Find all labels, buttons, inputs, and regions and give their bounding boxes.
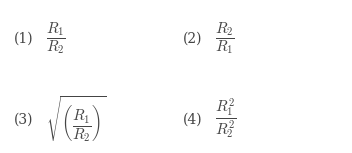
Text: (2): (2) [183,31,202,45]
Text: $\dfrac{R_2}{R_1}$: $\dfrac{R_2}{R_1}$ [215,20,235,56]
Text: $\dfrac{R_1}{R_2}$: $\dfrac{R_1}{R_2}$ [46,20,66,56]
Text: $\dfrac{R_1^2}{R_2^2}$: $\dfrac{R_1^2}{R_2^2}$ [215,97,237,142]
Text: (1): (1) [14,31,34,45]
Text: $\sqrt{\left(\dfrac{R_1}{R_2}\right)}$: $\sqrt{\left(\dfrac{R_1}{R_2}\right)}$ [46,94,106,144]
Text: (4): (4) [183,112,203,126]
Text: (3): (3) [14,112,33,126]
